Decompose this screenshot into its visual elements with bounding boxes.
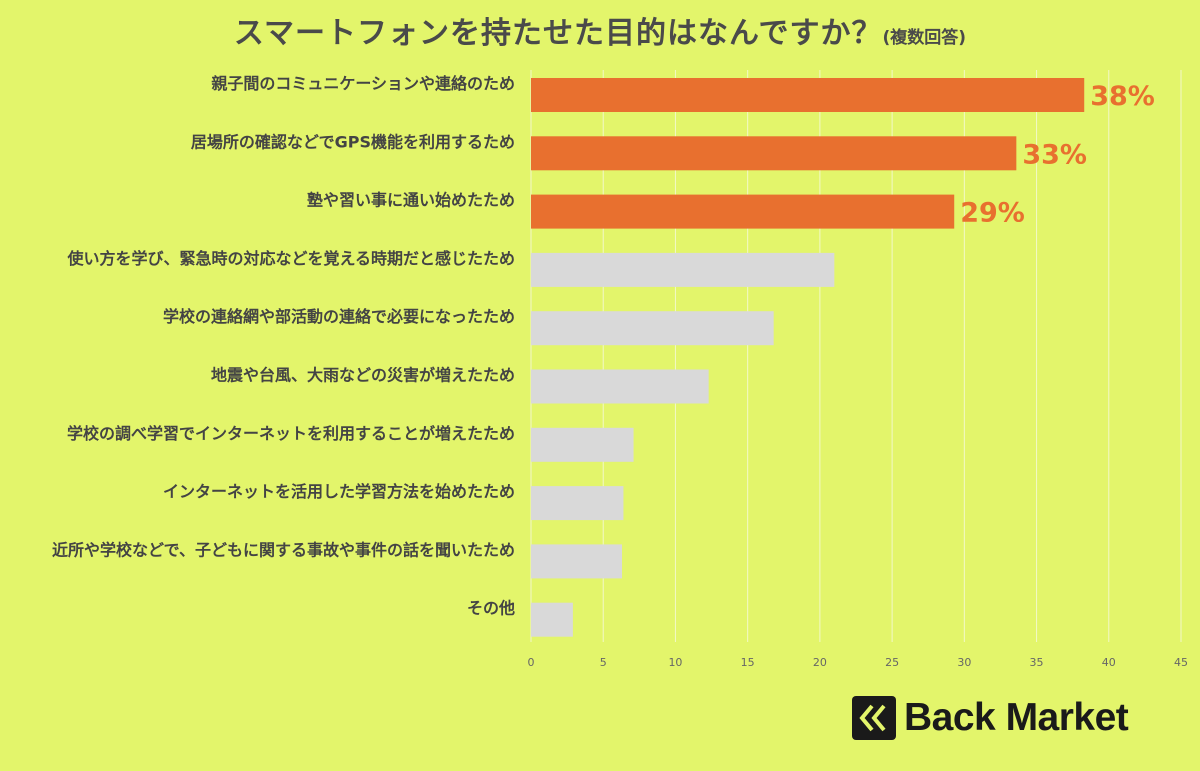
category-label: 親子間のコミュニケーションや連絡のため	[211, 74, 515, 93]
bar	[531, 544, 622, 579]
category-label: 塾や習い事に通い始めたため	[307, 191, 515, 210]
category-label: 居場所の確認などでGPS機能を利用するため	[191, 132, 515, 151]
category-label: その他	[467, 599, 515, 618]
x-tick-label: 25	[885, 656, 899, 669]
bar	[531, 252, 835, 287]
logo-text: Back Market	[904, 696, 1129, 739]
bar	[531, 486, 624, 521]
category-label: 学校の調べ学習でインターネットを利用することが増えたため	[67, 424, 515, 443]
bar	[531, 427, 634, 462]
back-market-chevrons-icon	[852, 696, 896, 740]
x-axis-ticks: 0 5 10 15 20 25 30 35 40 45	[528, 656, 1189, 669]
x-tick-label: 30	[957, 656, 971, 669]
data-label: 38%	[1090, 81, 1155, 112]
bar	[531, 136, 1017, 171]
x-tick-label: 20	[813, 656, 827, 669]
data-labels: 38%33% 29%	[960, 81, 1155, 229]
bar	[531, 311, 774, 346]
bar	[531, 78, 1085, 112]
chart-title-main: スマートフォンを持たせた目的はなんですか？	[233, 16, 883, 51]
x-tick-label: 5	[600, 656, 607, 669]
x-tick-label: 40	[1102, 656, 1116, 669]
category-label: 近所や学校などで、子どもに関する事故や事件の話を聞いたため	[52, 540, 515, 559]
bars	[531, 78, 1085, 637]
chart-title: スマートフォンを持たせた目的はなんですか？(複数回答)	[0, 8, 1200, 52]
x-tick-label: 15	[741, 656, 755, 669]
bar-chart: 親子間のコミュニケーションや連絡のため居場所の確認などでGPS機能を利用するため…	[52, 70, 1189, 669]
back-market-logo: Back Market	[852, 696, 1129, 740]
data-label: 29%	[960, 198, 1025, 229]
x-tick-label: 35	[1030, 656, 1044, 669]
category-label: 学校の連絡網や部活動の連絡で必要になったため	[163, 307, 515, 326]
bar	[531, 602, 573, 637]
category-label: 使い方を学び、緊急時の対応などを覚える時期だと感じたため	[66, 249, 515, 268]
x-tick-label: 45	[1174, 656, 1188, 669]
bar	[531, 369, 709, 404]
category-labels: 親子間のコミュニケーションや連絡のため居場所の確認などでGPS機能を利用するため…	[52, 74, 515, 618]
category-label: インターネットを活用した学習方法を始めたため	[163, 482, 515, 501]
category-label: 地震や台風、大雨などの災害が増えたため	[211, 366, 515, 385]
chart-title-sub: (複数回答)	[882, 28, 967, 48]
x-tick-label: 0	[528, 656, 535, 669]
bar	[531, 194, 955, 229]
x-tick-label: 10	[668, 656, 682, 669]
data-label: 33%	[1022, 139, 1087, 170]
